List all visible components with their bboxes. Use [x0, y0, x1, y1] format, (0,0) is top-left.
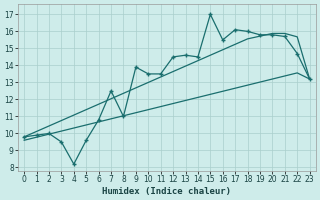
X-axis label: Humidex (Indice chaleur): Humidex (Indice chaleur): [102, 187, 231, 196]
